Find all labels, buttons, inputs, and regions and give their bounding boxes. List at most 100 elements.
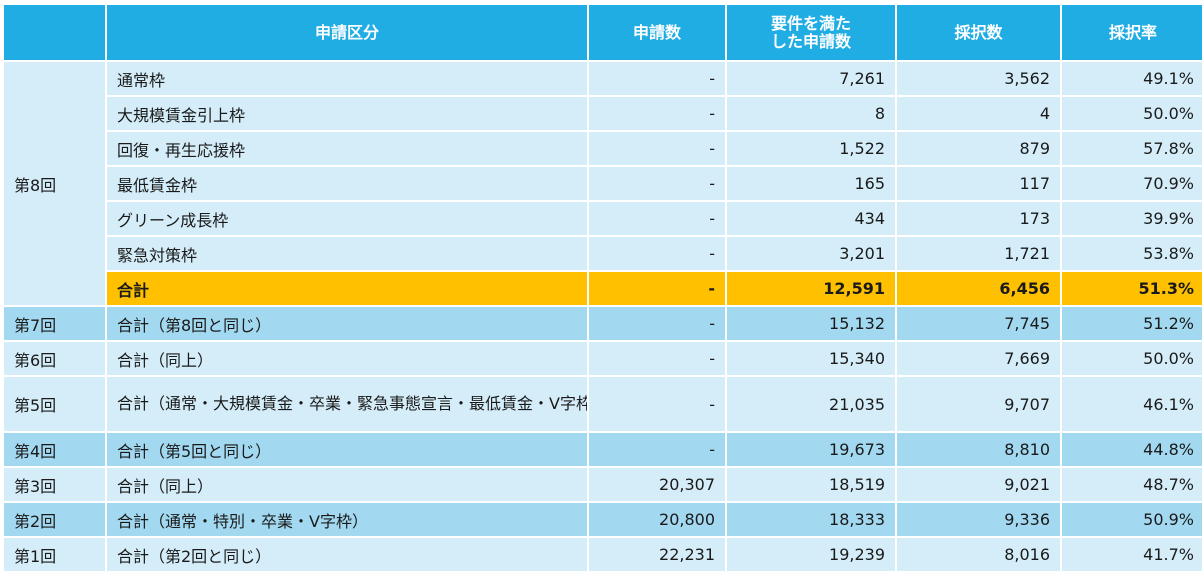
category-cell: 大規模賃金引上枠 (107, 97, 587, 130)
adopted-cell: 3,562 (897, 62, 1060, 95)
header-row: 申請区分 申請数 要件を満た した申請数 採択数 採択率 (4, 5, 1202, 60)
adopted-cell: 8,810 (897, 433, 1060, 466)
category-cell: 合計（同上） (107, 342, 587, 375)
qualified-cell: 165 (727, 167, 895, 200)
category-cell: 合計（同上） (107, 468, 587, 501)
round-label: 第6回 (4, 342, 105, 375)
rate-cell: 49.1% (1062, 62, 1202, 95)
qualified-cell: 434 (727, 202, 895, 235)
table-row: 第7回 合計（第8回と同じ） - 15,132 7,745 51.2% (4, 307, 1202, 340)
applications-cell: - (589, 307, 725, 340)
rate-cell: 51.2% (1062, 307, 1202, 340)
round-label: 第3回 (4, 468, 105, 501)
round-label: 第7回 (4, 307, 105, 340)
rate-cell: 48.7% (1062, 468, 1202, 501)
qualified-cell: 1,522 (727, 132, 895, 165)
applications-cell: 22,231 (589, 538, 725, 571)
applications-cell: - (589, 132, 725, 165)
total-rate-cell: 51.3% (1062, 272, 1202, 305)
rate-cell: 41.7% (1062, 538, 1202, 571)
adopted-cell: 1,721 (897, 237, 1060, 270)
applications-cell: - (589, 62, 725, 95)
header-category: 申請区分 (107, 5, 587, 60)
rate-cell: 50.0% (1062, 97, 1202, 130)
category-cell: 合計（第2回と同じ） (107, 538, 587, 571)
applications-cell: 20,307 (589, 468, 725, 501)
qualified-cell: 15,340 (727, 342, 895, 375)
adoption-results-table: 申請区分 申請数 要件を満た した申請数 採択数 採択率 第8回 通常枠 - 7,… (2, 3, 1202, 573)
applications-cell: 20,800 (589, 503, 725, 536)
applications-cell: - (589, 202, 725, 235)
qualified-cell: 18,519 (727, 468, 895, 501)
qualified-cell: 18,333 (727, 503, 895, 536)
table-row: 回復・再生応援枠 - 1,522 879 57.8% (4, 132, 1202, 165)
category-cell: 回復・再生応援枠 (107, 132, 587, 165)
rate-cell: 46.1% (1062, 377, 1202, 431)
total-applications-cell: - (589, 272, 725, 305)
table-row: グリーン成長枠 - 434 173 39.9% (4, 202, 1202, 235)
round-label: 第1回 (4, 538, 105, 571)
category-cell: 最低賃金枠 (107, 167, 587, 200)
category-cell: 合計（第5回と同じ） (107, 433, 587, 466)
table-row: 第8回 通常枠 - 7,261 3,562 49.1% (4, 62, 1202, 305)
round-label: 第5回 (4, 377, 105, 431)
header-qualified-line1: 要件を満た (770, 13, 851, 33)
qualified-cell: 8 (727, 97, 895, 130)
table-row: 第3回 合計（同上） 20,307 18,519 9,021 48.7% (4, 468, 1202, 501)
applications-cell: - (589, 433, 725, 466)
round-label: 第2回 (4, 503, 105, 536)
qualified-cell: 15,132 (727, 307, 895, 340)
round-label-8: 第8回 (4, 62, 105, 305)
qualified-cell: 21,035 (727, 377, 895, 431)
rate-cell: 53.8% (1062, 237, 1202, 270)
category-cell: 合計（通常・特別・卒業・V字枠） (107, 503, 587, 536)
applications-cell: - (589, 167, 725, 200)
category-cell: 合計（第8回と同じ） (107, 307, 587, 340)
category-cell: 緊急対策枠 (107, 237, 587, 270)
applications-cell: - (589, 342, 725, 375)
header-rate: 採択率 (1062, 5, 1202, 60)
applications-cell: - (589, 237, 725, 270)
applications-cell: - (589, 377, 725, 431)
rate-cell: 44.8% (1062, 433, 1202, 466)
rate-cell: 57.8% (1062, 132, 1202, 165)
qualified-cell: 3,201 (727, 237, 895, 270)
total-row: 合計 - 12,591 6,456 51.3% (4, 272, 1202, 305)
adopted-cell: 173 (897, 202, 1060, 235)
table-row: 第4回 合計（第5回と同じ） - 19,673 8,810 44.8% (4, 433, 1202, 466)
table-row: 第1回 合計（第2回と同じ） 22,231 19,239 8,016 41.7% (4, 538, 1202, 571)
table-row: 最低賃金枠 - 165 117 70.9% (4, 167, 1202, 200)
applications-cell: - (589, 97, 725, 130)
adopted-cell: 9,021 (897, 468, 1060, 501)
total-qualified-cell: 12,591 (727, 272, 895, 305)
table-row: 第2回 合計（通常・特別・卒業・V字枠） 20,800 18,333 9,336… (4, 503, 1202, 536)
header-round (4, 5, 105, 60)
rate-cell: 70.9% (1062, 167, 1202, 200)
header-qualified-line2: した申請数 (770, 31, 851, 51)
adopted-cell: 7,669 (897, 342, 1060, 375)
table-row: 第5回 合計（通常・大規模賃金・卒業・緊急事態宣言・最低賃金・V字枠） - 21… (4, 377, 1202, 431)
total-adopted-cell: 6,456 (897, 272, 1060, 305)
category-cell: 合計（通常・大規模賃金・卒業・緊急事態宣言・最低賃金・V字枠） (107, 377, 587, 431)
header-qualified: 要件を満た した申請数 (727, 5, 895, 60)
rate-cell: 50.0% (1062, 342, 1202, 375)
category-cell: グリーン成長枠 (107, 202, 587, 235)
category-cell: 通常枠 (107, 62, 587, 95)
qualified-cell: 19,673 (727, 433, 895, 466)
total-category-cell: 合計 (107, 272, 587, 305)
adopted-cell: 879 (897, 132, 1060, 165)
qualified-cell: 19,239 (727, 538, 895, 571)
table-row: 第6回 合計（同上） - 15,340 7,669 50.0% (4, 342, 1202, 375)
adopted-cell: 117 (897, 167, 1060, 200)
header-applications: 申請数 (589, 5, 725, 60)
table-row: 緊急対策枠 - 3,201 1,721 53.8% (4, 237, 1202, 270)
table-row: 大規模賃金引上枠 - 8 4 50.0% (4, 97, 1202, 130)
adopted-cell: 8,016 (897, 538, 1060, 571)
adopted-cell: 9,336 (897, 503, 1060, 536)
qualified-cell: 7,261 (727, 62, 895, 95)
round-label: 第4回 (4, 433, 105, 466)
header-adopted: 採択数 (897, 5, 1060, 60)
rate-cell: 50.9% (1062, 503, 1202, 536)
adopted-cell: 4 (897, 97, 1060, 130)
adopted-cell: 9,707 (897, 377, 1060, 431)
